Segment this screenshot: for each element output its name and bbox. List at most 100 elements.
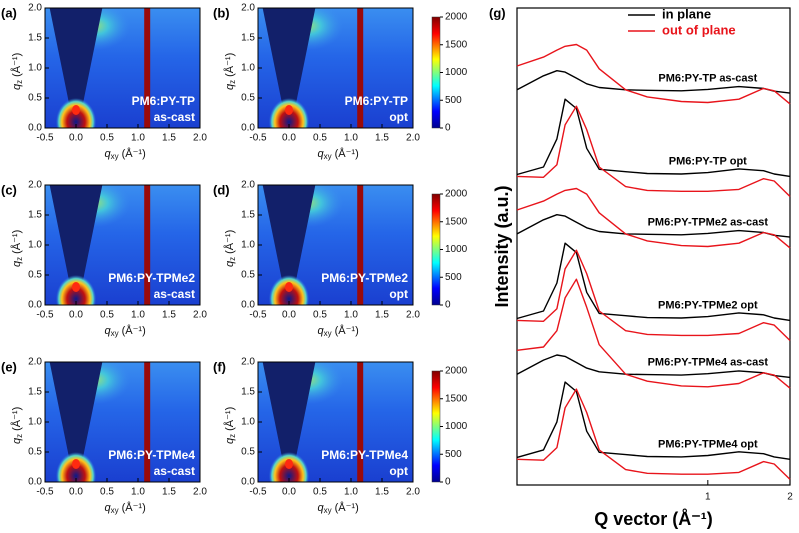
lamellar-spot: [72, 459, 80, 469]
y-tick-label: 0.0: [28, 300, 42, 311]
x-axis-label: qxy (Å⁻¹): [105, 324, 146, 338]
x-tick-label: 1.0: [131, 133, 145, 144]
out-of-plane-curve: [516, 43, 791, 105]
y-axis-label-main: q: [11, 437, 23, 444]
pattern: [45, 362, 200, 482]
x-axis-label-unit: (Å⁻¹): [122, 501, 146, 514]
out-of-plane-curve: [516, 249, 791, 342]
x-axis-label-sub: xy: [324, 506, 332, 515]
colorbar-tick-label: 1000: [445, 421, 468, 432]
x-axis-label: qxy (Å⁻¹): [105, 501, 146, 515]
colorbar-tick-label: 1500: [445, 393, 468, 404]
colorbar-tick-label: 500: [445, 449, 462, 460]
annotation: PM6:PY-TPMe2: [108, 271, 195, 285]
x-tick-label: 0.0: [282, 310, 296, 321]
y-tick-label: 1.0: [28, 63, 42, 74]
x-axis-label-main: q: [318, 148, 325, 160]
sample-label: PM6:PY-TP as-cast: [658, 72, 757, 84]
sample-label: PM6:PY-TPMe4 as-cast: [648, 357, 769, 369]
y-tick-label: 0.0: [28, 123, 42, 134]
out-of-plane-curve: [516, 187, 791, 249]
y-tick-label: 2.0: [241, 180, 255, 191]
legend-label: out of plane: [662, 22, 736, 37]
pattern: [258, 8, 413, 128]
x-axis-label-unit: (Å⁻¹): [335, 501, 359, 514]
x-tick-label: 2.0: [406, 133, 420, 144]
annotation: as-cast: [154, 110, 195, 124]
x-axis-label-sub: xy: [324, 329, 332, 338]
y-tick-label: 0.5: [28, 447, 42, 458]
x-tick-label: 1.5: [162, 487, 176, 498]
x-tick-label: 0.5: [100, 487, 114, 498]
x-axis-label-main: q: [105, 148, 112, 160]
x-tick-label: 0.0: [69, 487, 83, 498]
out-of-plane-curve: [516, 278, 791, 389]
x-tick-label: 2.0: [193, 133, 207, 144]
x-tick-label: 0.0: [282, 133, 296, 144]
y-tick-label: 1.5: [28, 33, 42, 44]
y-tick-label: 2.0: [28, 3, 42, 14]
y-axis-label-sub: z: [15, 257, 24, 261]
y-tick-label: 2.0: [28, 357, 42, 368]
missing-wedge: [262, 185, 316, 305]
pattern: [45, 8, 200, 128]
x-tick-label: 1: [705, 492, 711, 503]
colorbar-tick-label: 1000: [445, 67, 468, 78]
x-tick-label: 1.0: [131, 310, 145, 321]
x-axis-label-unit: (Å⁻¹): [335, 324, 359, 337]
lamellar-spot: [72, 282, 80, 292]
x-axis-label-main: q: [105, 502, 112, 514]
out-of-plane-curve: [516, 388, 791, 480]
x-tick-label: 0.5: [100, 133, 114, 144]
x-tick-label: 1.5: [162, 133, 176, 144]
lamellar-spot: [285, 282, 293, 292]
x-tick-label: 1.0: [344, 133, 358, 144]
annotation: PM6:PY-TPMe4: [108, 448, 195, 462]
band: [144, 362, 151, 482]
x-tick-label: 1.0: [131, 487, 145, 498]
x-tick-label: 0.0: [69, 310, 83, 321]
y-tick-label: 2.0: [241, 3, 255, 14]
band: [144, 185, 151, 305]
y-tick-label: 1.0: [241, 240, 255, 251]
panel-label: (f): [213, 359, 226, 374]
x-axis-label-sub: xy: [324, 152, 332, 161]
x-tick-label: -0.5: [36, 487, 54, 498]
x-tick-label: -0.5: [249, 310, 267, 321]
y-axis-label-main: q: [224, 83, 236, 90]
colorbar: [431, 16, 441, 129]
colorbar-tick-label: 500: [445, 272, 462, 283]
out-of-plane-curve: [516, 105, 791, 197]
sample-label: PM6:PY-TP opt: [669, 156, 747, 168]
colorbar-tick-label: 1000: [445, 244, 468, 255]
y-tick-label: 0.5: [241, 93, 255, 104]
x-tick-label: 1.5: [375, 487, 389, 498]
y-axis-label: qz (Å⁻¹): [223, 407, 237, 444]
y-axis-label-unit: (Å⁻¹): [10, 230, 23, 254]
x-tick-label: 1.0: [344, 487, 358, 498]
y-tick-label: 1.0: [241, 417, 255, 428]
x-tick-label: 0.5: [313, 310, 327, 321]
y-axis-label-main: q: [224, 437, 236, 444]
lamellar-spot: [72, 105, 80, 115]
y-axis-label-unit: (Å⁻¹): [223, 407, 236, 431]
legend-label: in plane: [662, 6, 711, 21]
missing-wedge: [262, 8, 316, 128]
colorbar: [431, 193, 441, 306]
x-axis-label: Q vector (Å⁻¹): [594, 509, 713, 529]
annotation: opt: [389, 110, 408, 124]
band: [357, 185, 364, 305]
x-tick-label: 0.5: [313, 133, 327, 144]
x-tick-label: 2.0: [406, 310, 420, 321]
panel-label: (c): [1, 182, 17, 197]
y-tick-label: 1.0: [28, 240, 42, 251]
annotation: opt: [389, 287, 408, 301]
colorbar-tick-label: 0: [445, 300, 451, 311]
annotation: as-cast: [154, 287, 195, 301]
panel-label: (e): [1, 359, 17, 374]
y-tick-label: 0.5: [241, 447, 255, 458]
y-tick-label: 2.0: [241, 357, 255, 368]
y-tick-label: 0.0: [28, 477, 42, 488]
panel-label: (a): [1, 5, 17, 20]
